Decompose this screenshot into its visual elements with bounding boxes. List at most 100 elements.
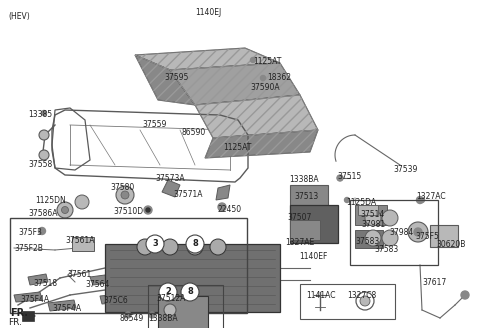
- Text: 8: 8: [192, 239, 198, 249]
- Circle shape: [146, 208, 150, 212]
- Text: 2: 2: [165, 288, 171, 297]
- Circle shape: [414, 228, 422, 236]
- Circle shape: [337, 175, 343, 181]
- Bar: [350, 200, 438, 265]
- Text: 1338BA: 1338BA: [289, 175, 319, 184]
- Text: 8: 8: [187, 288, 193, 297]
- Circle shape: [39, 150, 49, 160]
- Bar: [358, 205, 378, 215]
- Circle shape: [218, 203, 226, 211]
- Polygon shape: [216, 185, 230, 200]
- Text: 1125AT: 1125AT: [223, 143, 252, 152]
- Text: 13385: 13385: [28, 110, 52, 119]
- Text: 1125DN: 1125DN: [35, 196, 66, 205]
- Bar: [158, 296, 208, 328]
- Text: 37514: 37514: [360, 210, 384, 219]
- Text: 37561: 37561: [67, 270, 91, 279]
- Text: 37559: 37559: [142, 120, 167, 129]
- Circle shape: [125, 312, 131, 318]
- Circle shape: [365, 230, 381, 246]
- Circle shape: [38, 228, 46, 235]
- Circle shape: [417, 196, 423, 203]
- Text: 37513: 37513: [294, 192, 318, 201]
- Text: 37583: 37583: [374, 245, 398, 254]
- Text: 3: 3: [152, 239, 158, 249]
- Text: 1140EF: 1140EF: [299, 252, 327, 261]
- Circle shape: [181, 283, 199, 301]
- Text: 37518: 37518: [33, 279, 57, 288]
- Text: 1140EJ: 1140EJ: [195, 8, 221, 17]
- Text: 375F2B: 375F2B: [14, 244, 43, 253]
- Text: 1327AE: 1327AE: [285, 238, 314, 247]
- Text: 86549: 86549: [120, 314, 144, 323]
- Text: 37595: 37595: [164, 73, 188, 82]
- Bar: [10, 218, 247, 313]
- Polygon shape: [135, 55, 195, 105]
- Circle shape: [186, 235, 204, 253]
- Circle shape: [187, 239, 203, 255]
- Circle shape: [144, 206, 152, 214]
- Polygon shape: [170, 63, 300, 105]
- Circle shape: [382, 230, 398, 246]
- Circle shape: [251, 57, 255, 63]
- Circle shape: [41, 111, 47, 115]
- Circle shape: [39, 130, 49, 140]
- Text: 37564: 37564: [85, 280, 109, 289]
- Polygon shape: [205, 130, 318, 158]
- Circle shape: [261, 75, 265, 80]
- Circle shape: [365, 210, 381, 226]
- Text: 37510D: 37510D: [113, 207, 143, 216]
- Text: 37573A: 37573A: [155, 174, 185, 183]
- Text: 37561A: 37561A: [65, 236, 95, 245]
- Circle shape: [57, 202, 73, 218]
- Text: 86590: 86590: [182, 128, 206, 137]
- Bar: [105, 244, 280, 312]
- Text: 37558: 37558: [28, 160, 52, 169]
- Text: 37580: 37580: [110, 183, 134, 192]
- Circle shape: [137, 239, 153, 255]
- Text: 375C6: 375C6: [103, 296, 128, 305]
- Text: 1125DA: 1125DA: [346, 198, 376, 207]
- Circle shape: [345, 197, 349, 202]
- Circle shape: [61, 207, 69, 214]
- Bar: [430, 225, 458, 247]
- Text: 37590A: 37590A: [250, 83, 280, 92]
- Text: 1327AC: 1327AC: [416, 192, 445, 201]
- Polygon shape: [28, 274, 48, 285]
- Polygon shape: [48, 300, 76, 311]
- Circle shape: [121, 191, 129, 199]
- Bar: [355, 205, 387, 225]
- Text: 37583: 37583: [355, 237, 379, 246]
- Text: 375F4A: 375F4A: [52, 304, 81, 313]
- Text: 37515: 37515: [337, 172, 361, 181]
- Polygon shape: [14, 292, 42, 302]
- Bar: [355, 230, 383, 248]
- Circle shape: [162, 239, 178, 255]
- Polygon shape: [90, 275, 108, 285]
- Polygon shape: [100, 294, 122, 304]
- Text: 375F4A: 375F4A: [20, 295, 49, 304]
- Bar: [290, 185, 328, 213]
- Bar: [22, 311, 34, 321]
- Circle shape: [360, 296, 370, 306]
- Text: 37512A: 37512A: [156, 294, 185, 303]
- Circle shape: [356, 292, 374, 310]
- Circle shape: [159, 283, 177, 301]
- Text: 37981: 37981: [361, 220, 385, 229]
- Text: (HEV): (HEV): [8, 12, 30, 21]
- Circle shape: [337, 175, 343, 180]
- Polygon shape: [135, 48, 280, 70]
- Text: 37984: 37984: [389, 228, 413, 237]
- Text: 30620B: 30620B: [436, 240, 466, 249]
- Polygon shape: [195, 95, 318, 138]
- Text: 1338BA: 1338BA: [148, 314, 178, 323]
- Text: 1327C8: 1327C8: [347, 291, 376, 300]
- Text: FR.: FR.: [10, 308, 28, 318]
- Bar: [290, 220, 320, 240]
- Circle shape: [116, 186, 134, 204]
- Text: 37571A: 37571A: [173, 190, 203, 199]
- Circle shape: [408, 222, 428, 242]
- Circle shape: [382, 210, 398, 226]
- Polygon shape: [162, 180, 180, 197]
- Text: 1125AT: 1125AT: [253, 57, 281, 66]
